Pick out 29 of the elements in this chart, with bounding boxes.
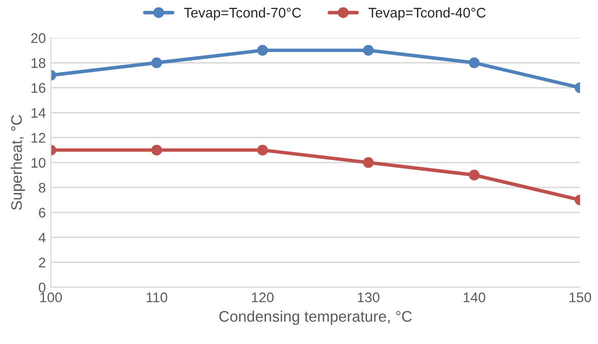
point — [151, 57, 162, 68]
point — [257, 144, 268, 156]
legend-label: Tevap=Tcond-70°C — [184, 7, 302, 20]
y-tick-label: 10 — [32, 158, 46, 168]
point — [362, 157, 374, 168]
x-tick-label: 150 — [570, 292, 592, 302]
y-tick-label: 6 — [38, 208, 46, 218]
y-tick-label: 18 — [32, 58, 46, 68]
point — [468, 170, 480, 180]
x-axis-title: Condensing temperature, °C — [219, 310, 412, 325]
y-axis-title: Superheat, °C — [10, 115, 25, 210]
point — [257, 44, 268, 56]
x-tick-label: 140 — [464, 292, 486, 302]
y-tick-label: 20 — [31, 33, 46, 44]
y-tick-label: 4 — [38, 232, 46, 242]
x-tick-label: 120 — [252, 292, 274, 302]
y-tick-label: 2 — [38, 258, 46, 268]
point — [151, 144, 162, 156]
y-tick-label: 0 — [38, 282, 46, 292]
point — [362, 44, 374, 56]
x-tick-label: 100 — [40, 292, 62, 302]
x-tick-label: 110 — [146, 292, 168, 302]
legend-label: Tevap=Tcond-40°C — [368, 7, 486, 20]
y-tick-label: 14 — [32, 108, 46, 118]
x-tick-label: 130 — [358, 292, 380, 302]
point — [468, 57, 480, 68]
y-tick-label: 12 — [32, 132, 46, 143]
y-tick-label: 16 — [32, 83, 46, 93]
y-tick-label: 8 — [38, 182, 46, 193]
